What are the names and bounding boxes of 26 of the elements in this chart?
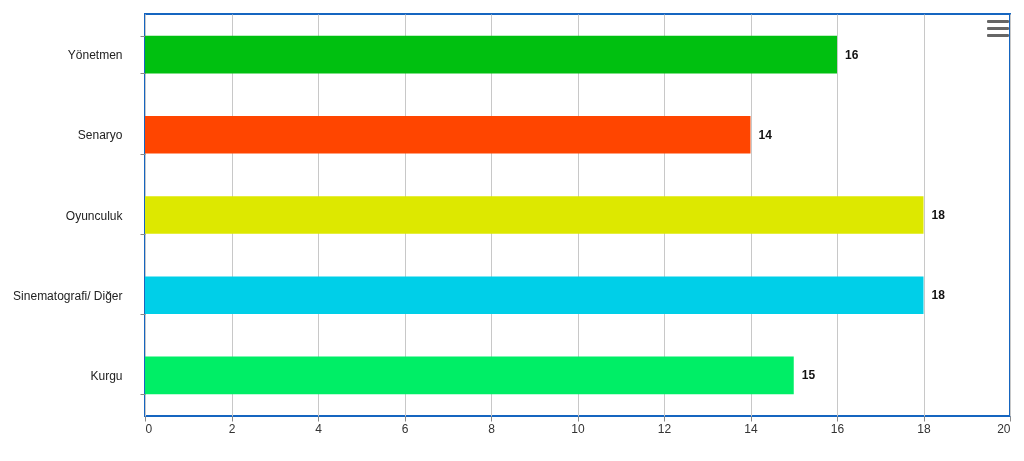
data-label: 18	[931, 208, 946, 222]
x-tick-label: 4	[315, 421, 323, 436]
bar	[145, 35, 837, 74]
y-tick-label: Kurgu	[90, 368, 123, 383]
y-tick-label: Sinematografi/ Diğer	[13, 288, 123, 303]
y-tick-label: Oyunculuk	[65, 208, 124, 223]
data-label: 15	[801, 368, 816, 383]
x-tick-label: 8	[488, 421, 496, 436]
x-tick-label: 20	[997, 421, 1011, 436]
data-label: 14	[758, 127, 773, 142]
x-tick-label: 18	[917, 421, 931, 436]
data-label: 16	[845, 47, 859, 62]
x-tick-label: 2	[228, 421, 236, 436]
bar	[145, 276, 924, 315]
y-tick-label: Yönetmen	[67, 48, 123, 63]
data-label: 18	[931, 288, 946, 303]
y-tick-label: Senaryo	[77, 128, 123, 143]
x-tick-label: 10	[571, 421, 585, 436]
x-tick-label: 6	[401, 421, 409, 436]
x-tick-label: 0	[145, 421, 153, 436]
x-tick-label: 12	[657, 421, 672, 436]
x-tick-label: 16	[830, 421, 845, 436]
x-tick-label: 14	[744, 421, 758, 436]
bar	[145, 356, 794, 395]
bar	[145, 196, 924, 234]
bar	[145, 115, 751, 154]
